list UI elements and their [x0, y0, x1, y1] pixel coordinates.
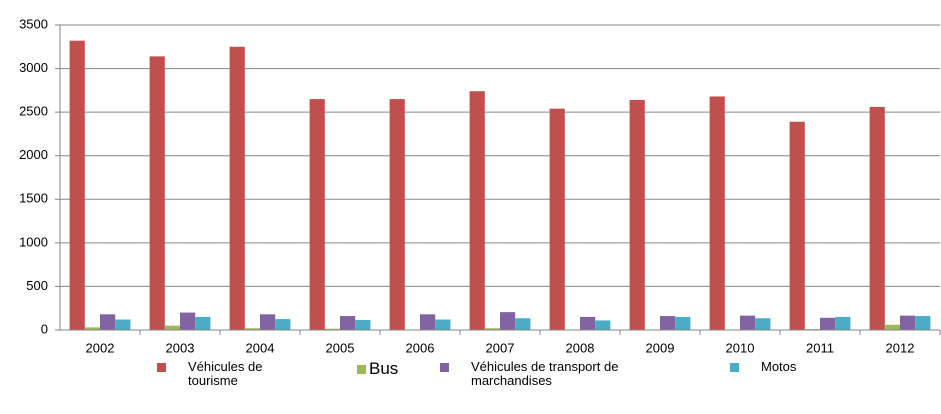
- y-tick-label: 3000: [19, 60, 48, 75]
- bar: [900, 315, 916, 330]
- bar: [500, 312, 516, 330]
- legend-item: Véhicules de tourisme: [157, 360, 278, 388]
- bar: [324, 328, 340, 330]
- legend-item: Véhicules de transport de marchandises: [440, 360, 641, 388]
- x-tick-label: 2011: [806, 340, 834, 355]
- bar: [195, 316, 211, 330]
- bar: [164, 325, 180, 330]
- bar: [309, 99, 325, 330]
- x-tick-label: 2006: [406, 340, 435, 355]
- bar: [660, 316, 676, 330]
- legend-item: Motos: [730, 360, 821, 374]
- legend-item: Bus: [357, 360, 409, 378]
- bar: [389, 99, 405, 330]
- x-tick-label: 2007: [486, 340, 515, 355]
- x-tick-label: 2012: [886, 340, 915, 355]
- bar: [260, 314, 276, 330]
- y-tick-label: 500: [26, 278, 48, 293]
- bar: [629, 99, 645, 330]
- bar: [275, 319, 291, 330]
- legend-swatch: [440, 363, 449, 372]
- bar: [755, 318, 771, 330]
- legend-swatch: [730, 363, 739, 372]
- x-tick-label: 2010: [726, 340, 755, 355]
- bar: [435, 319, 451, 330]
- bar: [484, 328, 500, 330]
- bar: [69, 40, 85, 330]
- bar: [149, 56, 165, 330]
- bar: [915, 316, 931, 330]
- bar: [469, 91, 485, 330]
- x-tick-label: 2002: [86, 340, 115, 355]
- bar: [549, 108, 565, 331]
- y-tick-label: 0: [41, 321, 48, 336]
- legend-swatch: [157, 363, 166, 372]
- bar: [835, 316, 851, 330]
- bar: [420, 314, 436, 330]
- x-tick-label: 2003: [166, 340, 195, 355]
- bar: [675, 316, 691, 330]
- bar: [515, 318, 531, 330]
- bar: [709, 96, 725, 330]
- bar: [84, 327, 100, 330]
- bar: [789, 121, 805, 330]
- x-tick-label: 2008: [566, 340, 595, 355]
- legend-label: Véhicules de tourisme: [188, 359, 263, 388]
- bar: [884, 324, 900, 330]
- bar: [180, 312, 196, 330]
- x-tick-label: 2005: [326, 340, 355, 355]
- bar: [869, 106, 885, 331]
- bar: [244, 328, 260, 330]
- x-tick-label: 2004: [246, 340, 275, 355]
- bar: [355, 319, 371, 330]
- bar: [595, 320, 611, 330]
- bar: [229, 46, 245, 331]
- y-tick-label: 1000: [19, 234, 48, 249]
- legend-label: Motos: [761, 359, 797, 374]
- legend-label: Bus: [369, 359, 399, 378]
- y-tick-label: 1500: [19, 191, 48, 206]
- bar: [100, 314, 116, 330]
- x-tick-label: 2009: [646, 340, 675, 355]
- bar: [115, 319, 131, 330]
- y-tick-label: 3500: [19, 16, 48, 31]
- bar: [580, 316, 596, 330]
- legend-swatch: [357, 365, 366, 374]
- bar: [820, 317, 836, 330]
- legend-label: Véhicules de transport de marchandises: [471, 359, 619, 388]
- y-tick-label: 2500: [19, 104, 48, 119]
- y-tick-label: 2000: [19, 147, 48, 162]
- bar: [340, 316, 356, 330]
- bar: [740, 315, 756, 330]
